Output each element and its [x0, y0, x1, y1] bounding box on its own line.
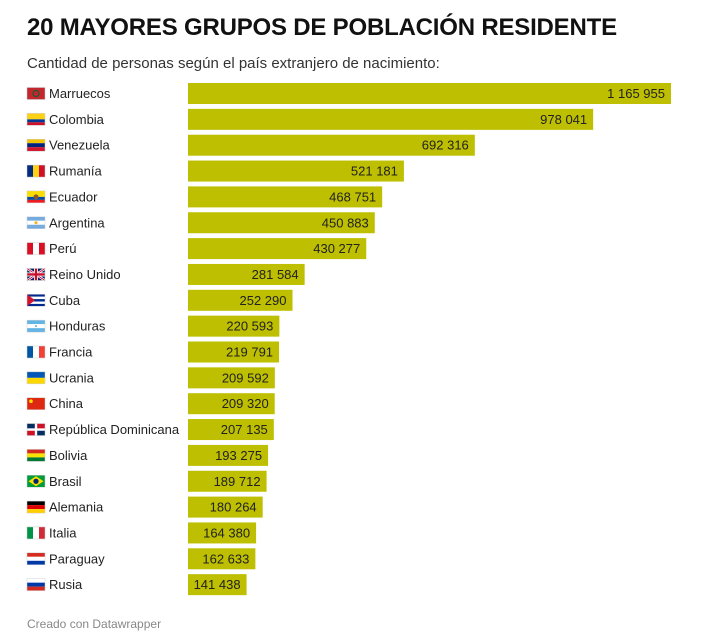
category-label-republica-dominicana: República Dominicana	[49, 422, 180, 437]
value-label-marruecos: 1 165 955	[607, 86, 665, 101]
value-label-brasil: 189 712	[214, 474, 261, 489]
bar-china	[188, 393, 275, 415]
category-label-brasil: Brasil	[49, 474, 82, 489]
bar-honduras	[188, 315, 280, 337]
flag-romania-icon	[26, 164, 46, 178]
bar-chart: Marruecos 1 165 955 Colombia 978 041 Venezue…	[26, 83, 671, 596]
value-label-reino-unido: 281 584	[252, 267, 299, 282]
bar-marruecos	[188, 83, 671, 104]
value-label-rumania: 521 181	[351, 164, 398, 179]
value-label-ucrania: 209 592	[222, 370, 269, 385]
value-label-bolivia: 193 275	[215, 448, 262, 463]
chart-subtitle: Cantidad de personas según el país extra…	[27, 55, 440, 72]
bar-venezuela	[188, 134, 475, 156]
value-label-alemania: 180 264	[210, 500, 257, 515]
value-label-italia: 164 380	[203, 525, 250, 540]
flag-dominican-republic-icon	[26, 423, 46, 436]
flag-venezuela-icon	[26, 138, 46, 152]
value-label-honduras: 220 593	[226, 319, 273, 334]
category-label-rusia: Rusia	[49, 577, 83, 592]
category-label-colombia: Colombia	[49, 112, 105, 127]
flag-france-icon	[26, 345, 46, 359]
bar-alemania	[188, 496, 263, 518]
category-label-rumania: Rumanía	[49, 164, 103, 179]
bar-italia	[188, 522, 257, 544]
value-label-china: 209 320	[222, 396, 269, 411]
category-label-francia: Francia	[49, 345, 93, 360]
flag-bolivia-icon	[26, 449, 46, 462]
value-label-cuba: 252 290	[240, 293, 287, 308]
bar-paraguay	[188, 548, 256, 570]
category-label-honduras: Honduras	[49, 319, 106, 334]
flag-china-icon	[26, 397, 46, 410]
category-label-argentina: Argentina	[49, 215, 105, 230]
bar-cuba	[188, 289, 293, 311]
category-label-bolivia: Bolivia	[49, 448, 88, 463]
flag-cuba-icon	[26, 294, 46, 307]
category-label-cuba: Cuba	[49, 293, 81, 308]
flag-russia-icon	[26, 578, 46, 591]
flag-italy-icon	[26, 526, 46, 540]
bar-bolivia	[188, 444, 269, 466]
category-label-peru: Perú	[49, 241, 76, 256]
value-label-rusia: 141 438	[194, 577, 241, 592]
bar-peru	[188, 238, 367, 260]
bar-ecuador	[188, 186, 383, 208]
category-label-alemania: Alemania	[49, 500, 104, 515]
bar-rumania	[188, 160, 404, 182]
flag-colombia-icon	[26, 113, 46, 126]
value-label-peru: 430 277	[313, 241, 360, 256]
bar-republica-dominicana	[188, 419, 274, 441]
flag-argentina-icon	[26, 216, 46, 229]
flag-honduras-icon	[26, 319, 46, 333]
bar-reino-unido	[188, 263, 305, 285]
flag-uk-icon	[26, 267, 46, 282]
value-label-ecuador: 468 751	[329, 189, 376, 204]
bar-francia	[188, 341, 280, 363]
flag-brazil-icon	[26, 475, 46, 488]
value-label-paraguay: 162 633	[202, 551, 249, 566]
category-label-marruecos: Marruecos	[49, 86, 111, 101]
bar-argentina	[188, 212, 375, 234]
bar-ucrania	[188, 367, 275, 389]
bar-brasil	[188, 470, 267, 492]
value-label-argentina: 450 883	[322, 215, 369, 230]
category-label-italia: Italia	[49, 525, 77, 540]
category-label-ecuador: Ecuador	[49, 189, 98, 204]
category-label-paraguay: Paraguay	[49, 551, 105, 566]
chart-title: 20 MAYORES GRUPOS DE POBLACIÓN RESIDENTE	[27, 14, 617, 41]
category-label-china: China	[49, 396, 84, 411]
footer-credit: Creado con Datawrapper	[27, 617, 162, 631]
flag-morocco-icon	[26, 87, 46, 100]
category-label-ucrania: Ucrania	[49, 370, 95, 385]
flag-peru-icon	[26, 242, 46, 255]
category-label-venezuela: Venezuela	[49, 138, 110, 153]
value-label-francia: 219 791	[226, 345, 273, 360]
category-label-reino-unido: Reino Unido	[49, 267, 121, 282]
value-label-republica-dominicana: 207 135	[221, 422, 268, 437]
flag-germany-icon	[26, 500, 46, 514]
flag-paraguay-icon	[26, 552, 46, 566]
bar-rusia	[188, 574, 247, 596]
value-label-venezuela: 692 316	[422, 138, 469, 153]
bar-colombia	[188, 108, 594, 130]
value-label-colombia: 978 041	[540, 112, 587, 127]
flag-ukraine-icon	[26, 371, 46, 385]
flag-ecuador-icon	[26, 190, 46, 204]
